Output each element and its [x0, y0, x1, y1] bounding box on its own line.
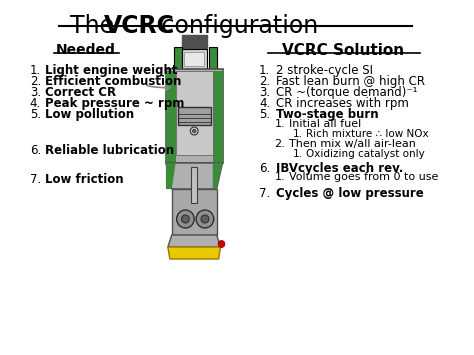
FancyBboxPatch shape	[166, 69, 222, 163]
Text: Low friction: Low friction	[45, 173, 124, 186]
Text: 7.: 7.	[259, 187, 270, 200]
Text: 2.: 2.	[274, 139, 285, 149]
Circle shape	[177, 210, 194, 228]
Text: 1.: 1.	[274, 119, 285, 129]
Text: 1.: 1.	[292, 129, 302, 139]
Polygon shape	[166, 163, 176, 189]
Text: 1.: 1.	[274, 172, 285, 182]
FancyBboxPatch shape	[173, 47, 182, 69]
Text: 4.: 4.	[30, 97, 41, 110]
Text: configuration: configuration	[154, 14, 319, 38]
Polygon shape	[168, 235, 220, 247]
Text: 5.: 5.	[30, 108, 41, 121]
FancyBboxPatch shape	[178, 107, 211, 125]
Text: Then mix w/all air-lean: Then mix w/all air-lean	[289, 139, 416, 149]
Text: Low pollution: Low pollution	[45, 108, 134, 121]
Text: 1.: 1.	[30, 64, 41, 77]
Text: 3.: 3.	[30, 86, 41, 99]
Text: 2 stroke-cycle SI: 2 stroke-cycle SI	[276, 64, 373, 77]
Text: Needed: Needed	[56, 43, 116, 57]
Text: Fast lean burn @ high CR: Fast lean burn @ high CR	[276, 75, 425, 88]
Circle shape	[218, 240, 225, 247]
Text: 1.: 1.	[259, 64, 270, 77]
FancyBboxPatch shape	[191, 167, 197, 203]
Polygon shape	[213, 163, 222, 189]
FancyBboxPatch shape	[213, 71, 222, 162]
Text: Efficient combustion: Efficient combustion	[45, 75, 181, 88]
Text: 4.: 4.	[259, 97, 270, 110]
Polygon shape	[168, 247, 220, 259]
Circle shape	[190, 127, 198, 135]
Text: 6.: 6.	[30, 144, 41, 157]
FancyBboxPatch shape	[209, 47, 217, 69]
FancyBboxPatch shape	[172, 189, 217, 235]
Polygon shape	[166, 163, 222, 189]
Text: IBVcycles each rev.: IBVcycles each rev.	[276, 162, 403, 175]
Text: Volume goes from 0 to use: Volume goes from 0 to use	[289, 172, 438, 182]
Circle shape	[196, 210, 214, 228]
Text: 7.: 7.	[30, 173, 41, 186]
FancyBboxPatch shape	[182, 49, 207, 69]
Text: Cycles @ low pressure: Cycles @ low pressure	[276, 187, 424, 200]
Text: CR ~(torque demand)⁻¹: CR ~(torque demand)⁻¹	[276, 86, 418, 99]
Text: 1.: 1.	[292, 149, 302, 159]
Text: Light engine weight: Light engine weight	[45, 64, 177, 77]
Text: Two-stage burn: Two-stage burn	[276, 108, 379, 121]
FancyBboxPatch shape	[166, 71, 176, 162]
Text: CR increases with rpm: CR increases with rpm	[276, 97, 409, 110]
Text: Rich mixture ∴ low NOx: Rich mixture ∴ low NOx	[306, 129, 429, 139]
Text: The: The	[70, 14, 122, 38]
Text: Initial all fuel: Initial all fuel	[289, 119, 361, 129]
Circle shape	[182, 215, 189, 223]
Text: 2.: 2.	[259, 75, 270, 88]
Circle shape	[201, 215, 209, 223]
Text: VCRC: VCRC	[103, 14, 174, 38]
Text: VCRC Solution: VCRC Solution	[283, 43, 405, 58]
FancyBboxPatch shape	[182, 35, 207, 49]
FancyBboxPatch shape	[176, 71, 213, 155]
Text: Oxidizing catalyst only: Oxidizing catalyst only	[306, 149, 425, 159]
Text: Reliable lubrication: Reliable lubrication	[45, 144, 174, 157]
Text: Correct CR: Correct CR	[45, 86, 116, 99]
Text: 2.: 2.	[30, 75, 41, 88]
Text: Peak pressure ~ rpm: Peak pressure ~ rpm	[45, 97, 184, 110]
Text: 5.: 5.	[259, 108, 270, 121]
FancyBboxPatch shape	[184, 52, 204, 66]
Text: 6.: 6.	[259, 162, 270, 175]
Text: 3.: 3.	[259, 86, 270, 99]
Circle shape	[192, 129, 196, 133]
